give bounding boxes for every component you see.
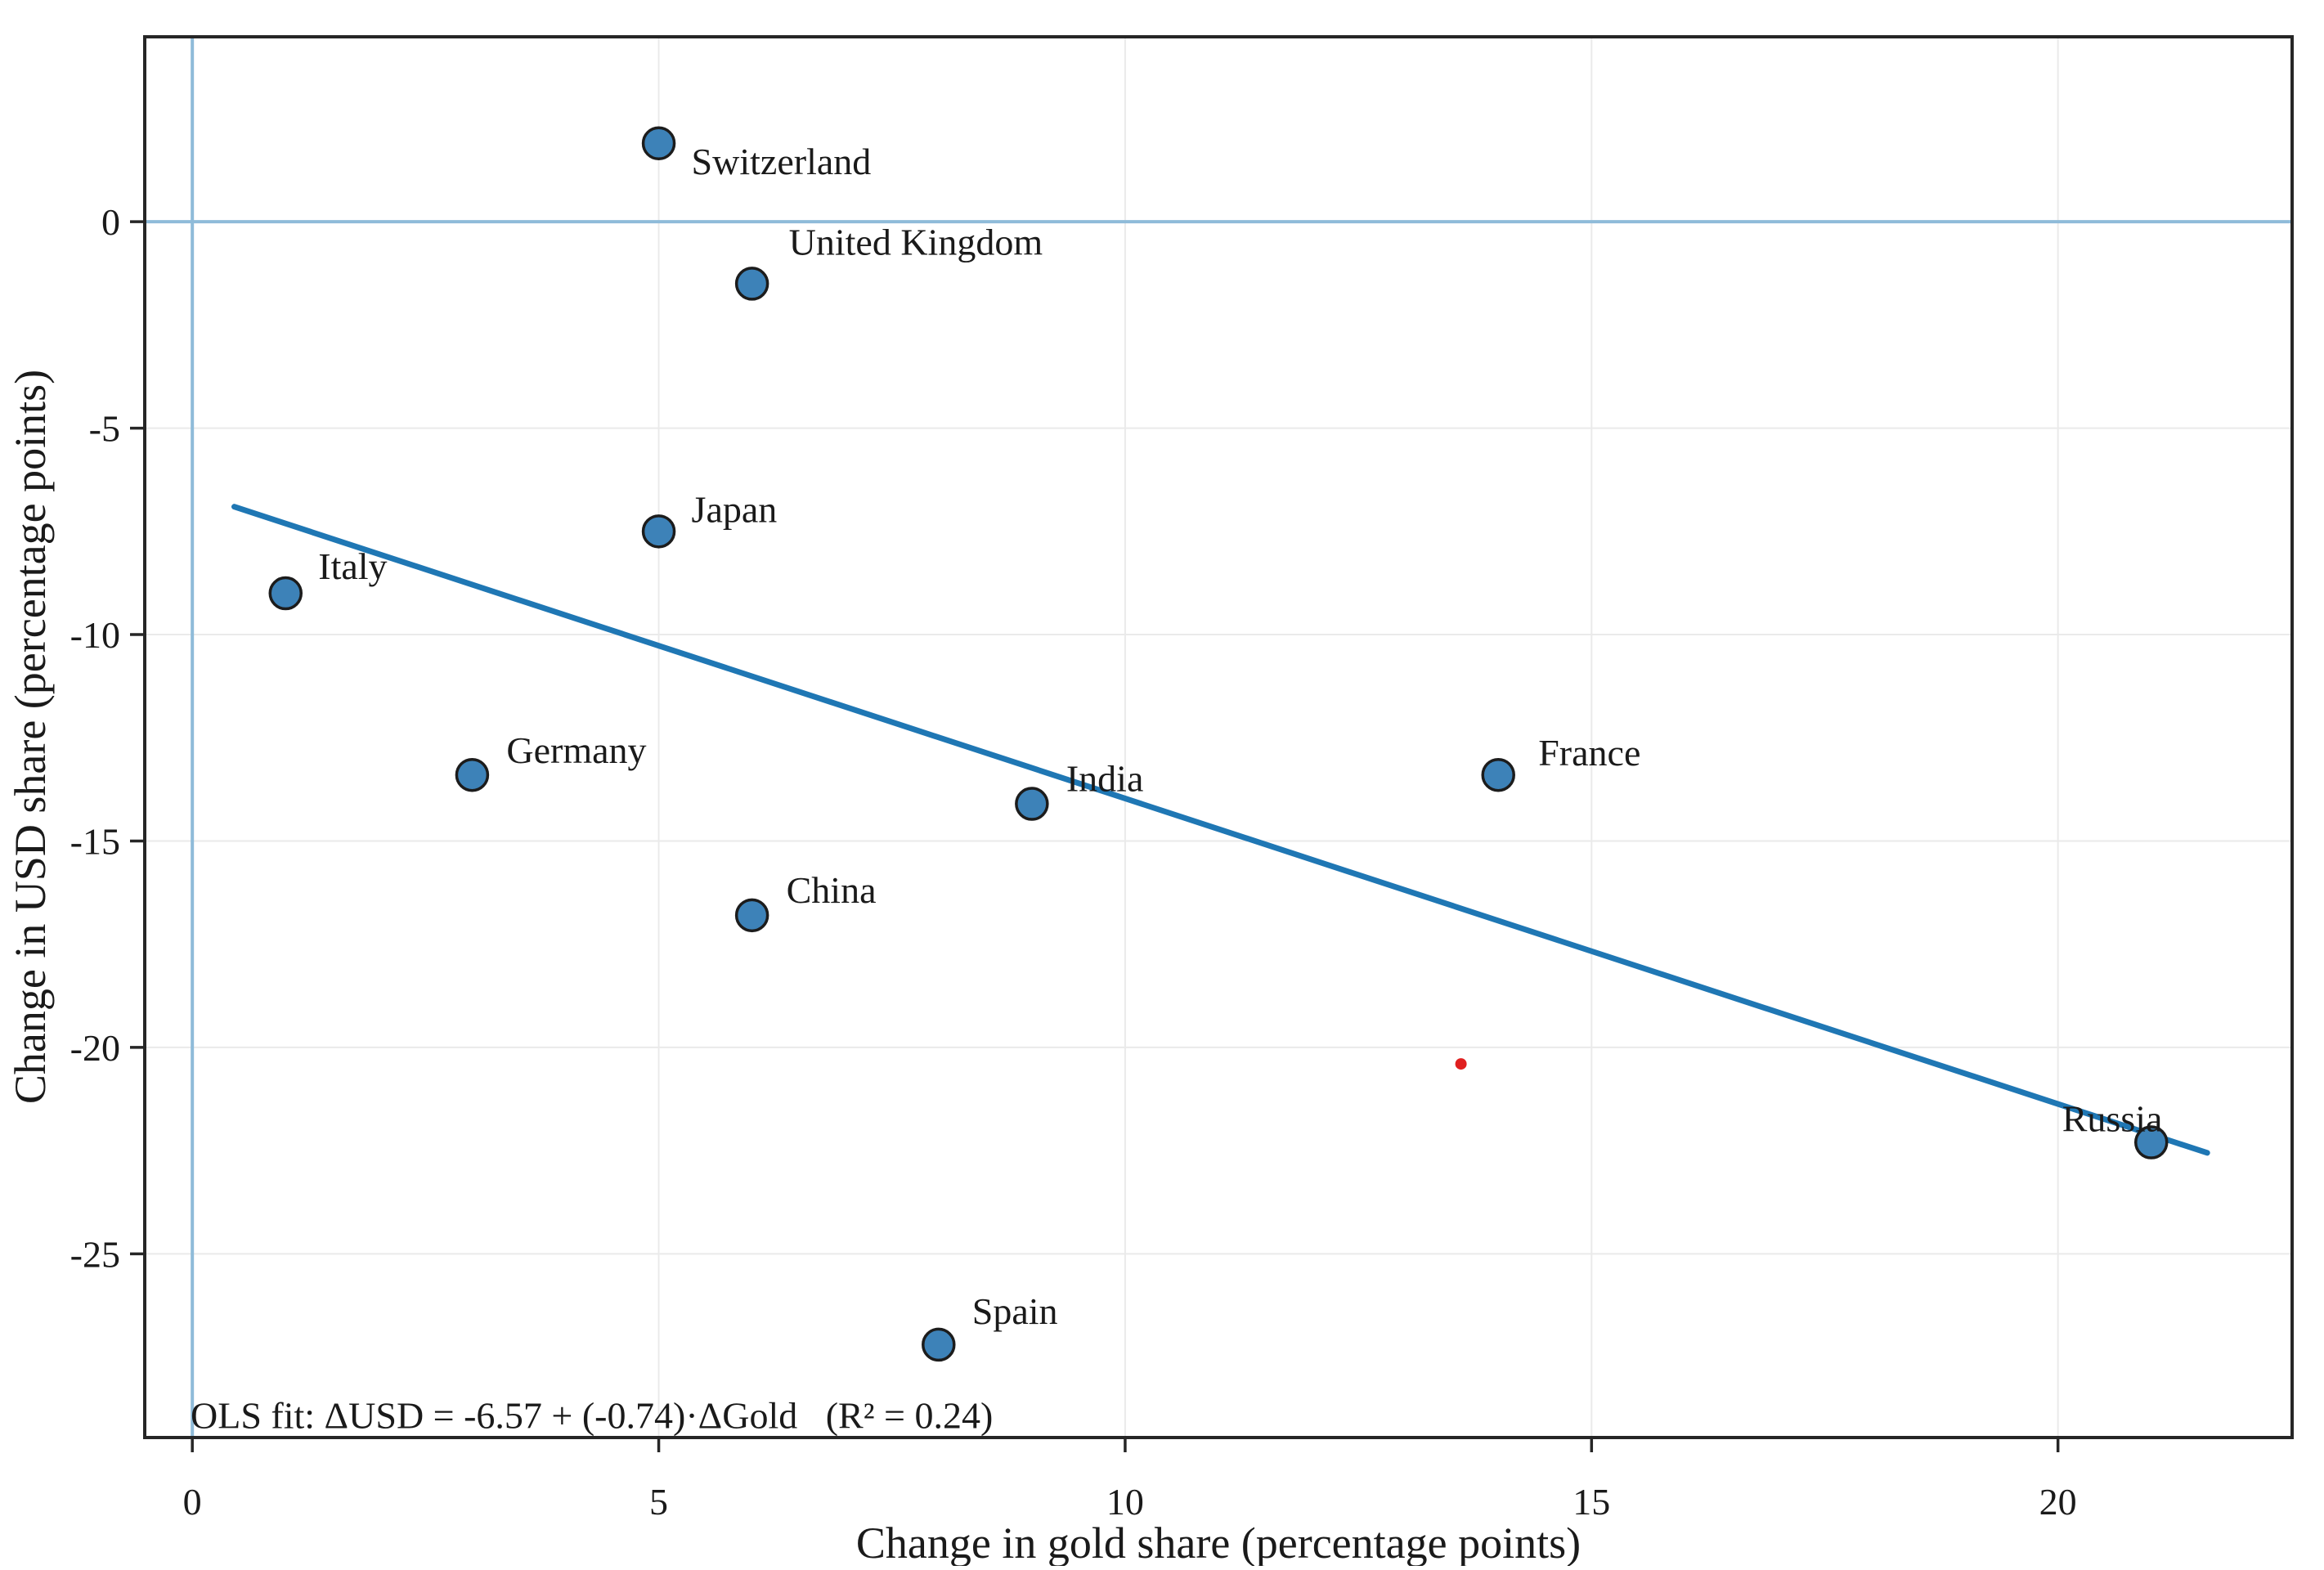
label-switzerland: Switzerland (692, 141, 872, 182)
ols-fit-line (231, 504, 2210, 1156)
x-tick-label: 20 (2039, 1481, 2077, 1523)
tick-labels: 0 5 10 15 20 0 -5 -10 -15 -20 -25 (70, 201, 2077, 1523)
red-outlier-point (1455, 1058, 1467, 1070)
point-germany (455, 757, 490, 792)
point-labels: Switzerland United Kingdom Japan Italy Germa… (318, 141, 2162, 1332)
label-germany: Germany (506, 729, 646, 771)
ols-trend-line (231, 504, 2210, 1156)
y-tick-label: -25 (70, 1233, 120, 1275)
point-united-kingdom (734, 267, 769, 301)
point-india (1015, 787, 1049, 821)
label-italy: Italy (318, 545, 387, 587)
y-tick-label: 0 (101, 201, 120, 243)
y-tick-label: -5 (89, 408, 120, 450)
label-france: France (1538, 732, 1640, 774)
plot-border (143, 35, 2294, 1439)
y-tick-label: -20 (70, 1027, 120, 1069)
label-united-kingdom: United Kingdom (789, 221, 1043, 262)
label-spain: Spain (972, 1290, 1058, 1332)
ols-fit-annotation: OLS fit: ΔUSD = -6.57 + (-0.74)·ΔGold (R… (191, 1395, 993, 1437)
x-tick-label: 5 (649, 1481, 668, 1523)
tick-marks (130, 220, 2060, 1452)
point-russia (2133, 1125, 2169, 1160)
axes-spines (143, 35, 2294, 1439)
y-axis-title: Change in USD share (percentage points) (6, 370, 55, 1104)
point-japan (641, 514, 676, 549)
x-tick-label: 10 (1106, 1481, 1144, 1523)
point-spain (922, 1327, 956, 1362)
label-china: China (787, 869, 877, 911)
point-china (734, 898, 769, 933)
zero-lines (145, 37, 2292, 1438)
label-russia: Russia (2062, 1098, 2163, 1140)
label-india: India (1066, 758, 1144, 800)
point-france (1481, 757, 1515, 792)
y-tick-label: -15 (70, 820, 120, 862)
x-tick-label: 0 (183, 1481, 202, 1523)
x-tick-label: 15 (1573, 1481, 1610, 1523)
point-switzerland (641, 126, 676, 161)
data-points (268, 126, 2169, 1362)
point-italy (268, 576, 303, 611)
gridlines (145, 37, 2292, 1438)
y-tick-label: -10 (70, 614, 120, 656)
label-japan: Japan (692, 488, 778, 530)
x-axis-title: Change in gold share (percentage points) (856, 1518, 1581, 1566)
